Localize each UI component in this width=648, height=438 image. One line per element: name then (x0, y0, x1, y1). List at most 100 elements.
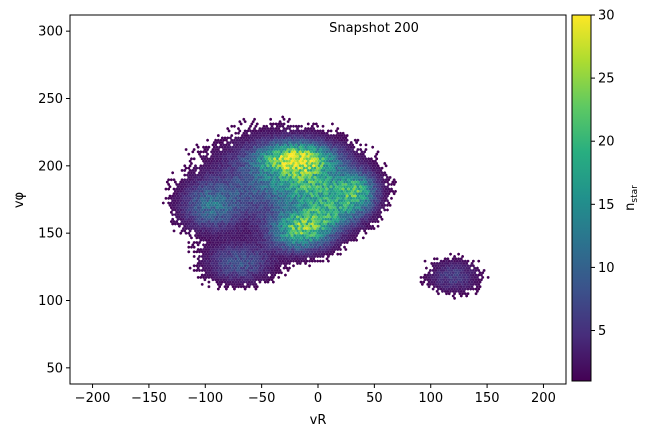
hexbin-cell (382, 173, 385, 177)
hexbin-cell (272, 173, 275, 177)
hexbin-cell (267, 236, 271, 240)
hexbin-cell (376, 150, 380, 154)
hexbin-cell (174, 213, 177, 217)
hexbin-cell (310, 175, 314, 179)
hexbin-cell (231, 201, 235, 205)
hexbin-cell (282, 168, 286, 172)
hexbin-cell (247, 136, 251, 140)
hexbin-cell (184, 222, 188, 226)
hexbin-cell (282, 210, 286, 214)
hexbin-cell (212, 238, 216, 242)
hexbin-cell (371, 173, 375, 177)
hexbin-cell (324, 180, 328, 184)
hexbin-cell (288, 196, 291, 200)
hexbin-cell (341, 238, 345, 242)
hexbin-cell (242, 206, 246, 210)
hexbin-cell (332, 236, 336, 240)
hexbin-cell (294, 180, 298, 184)
hexbin-cell (306, 210, 310, 214)
hexbin-cell (308, 213, 311, 217)
hexbin-cell (243, 171, 247, 175)
hexbin-cell (352, 210, 356, 214)
hexbin-cell (353, 161, 357, 166)
hexbin-cell (302, 147, 306, 152)
hexbin-cell (449, 252, 452, 256)
hexbin-cell (182, 222, 185, 226)
hexbin-cell (246, 203, 250, 207)
hexbin-cell (367, 213, 370, 217)
hexbin-cell (292, 231, 295, 235)
hexbin-cell (245, 164, 248, 168)
hexbin-cell (247, 159, 251, 163)
hexbin-cell (314, 206, 318, 210)
hexbin-cell (341, 206, 345, 210)
hexbin-cell (269, 243, 273, 247)
hexbin-cell (233, 157, 236, 161)
hexbin-cell (171, 217, 175, 221)
hexbin-cell (374, 187, 377, 191)
hexbin-cell (255, 201, 259, 205)
hexbin-cell (298, 150, 302, 154)
hexbin-cell (247, 154, 251, 159)
hexbin-cell (300, 213, 303, 217)
hexbin-cell (340, 203, 344, 207)
hexbin-cell (200, 208, 204, 212)
hexbin-cell (327, 166, 330, 170)
hexbin-cell (208, 185, 212, 189)
hexbin-cell (316, 175, 319, 179)
hexbin-cell (202, 145, 205, 149)
hexbin-cell (278, 194, 282, 198)
hexbin-cell (179, 213, 183, 217)
hexbin-cell (277, 224, 281, 228)
hexbin-cell (317, 234, 321, 238)
hexbin-cell (296, 164, 299, 168)
hexbin-cell (339, 229, 342, 233)
hexbin-cell (356, 231, 360, 235)
hexbin-cell (258, 201, 262, 205)
hexbin-cell (199, 215, 203, 219)
hexbin-cell (344, 159, 348, 163)
hexbin-cell (210, 187, 213, 191)
hexbin-cell (380, 185, 384, 189)
hexbin-cell (294, 134, 298, 138)
hexbin-cell (198, 194, 201, 198)
hexbin-cell (249, 157, 252, 161)
hexbin-cell (179, 185, 183, 189)
hexbin-cell (365, 187, 369, 191)
hexbin-cell (251, 254, 255, 259)
hexbin-cell (306, 122, 310, 126)
hexbin-cell (202, 234, 205, 238)
hexbin-cell (292, 161, 295, 166)
hexbin-cell (239, 122, 243, 126)
hexbin-cell (341, 220, 345, 224)
hexbin-cell (280, 238, 283, 242)
hexbin-cell (332, 231, 336, 235)
hexbin-cell (278, 227, 282, 231)
hexbin-cell (192, 222, 196, 226)
hexbin-cell (208, 236, 212, 240)
hexbin-cell (344, 224, 348, 228)
hexbin-cell (230, 171, 234, 175)
hexbin-cell (320, 210, 324, 214)
hexbin-cell (234, 220, 238, 224)
hexbin-cell (265, 254, 268, 259)
hexbin-cell (281, 147, 285, 152)
hexbin-cell (309, 201, 313, 205)
hexbin-cell (324, 217, 328, 221)
hexbin-cell (308, 134, 311, 138)
hexbin-cell (325, 210, 329, 214)
hexbin-cell (266, 178, 270, 182)
hexbin-cell (333, 206, 337, 210)
hexbin-cell (372, 180, 376, 184)
hexbin-cell (367, 222, 370, 226)
hexbin-cell (259, 250, 263, 254)
hexbin-cell (333, 182, 337, 186)
hexbin-cell (349, 220, 353, 224)
hexbin-cell (290, 145, 294, 149)
hexbin-cell (327, 147, 330, 152)
hexbin-cell (262, 175, 266, 179)
hexbin-cell (321, 157, 325, 161)
hexbin-cell (339, 215, 342, 219)
hexbin-cell (219, 180, 223, 184)
hexbin-cell (233, 166, 236, 170)
